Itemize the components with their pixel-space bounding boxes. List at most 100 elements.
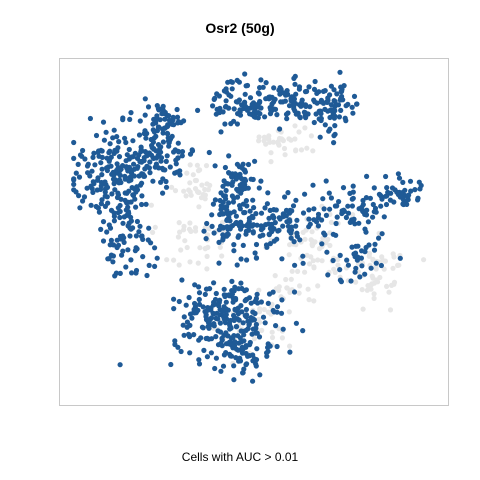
active-cell-point: [355, 243, 361, 249]
active-cell-point: [272, 220, 278, 226]
active-cell-point: [231, 343, 238, 349]
active-cell-point: [345, 203, 351, 209]
active-cell-point: [136, 132, 143, 138]
active-cell-point: [100, 238, 107, 244]
active-cell-point: [294, 217, 300, 223]
inactive-cell-point: [310, 148, 316, 154]
inactive-cell-point: [283, 276, 289, 283]
active-cell-point: [293, 223, 299, 229]
active-cell-point: [178, 348, 184, 355]
active-cell-point: [125, 223, 131, 229]
active-cell-point: [196, 296, 202, 303]
active-cell-point: [273, 323, 279, 329]
active-cell-point: [80, 147, 86, 154]
active-cell-point: [76, 193, 82, 199]
active-cell-point: [285, 223, 291, 229]
active-cell-point: [394, 189, 400, 195]
active-cell-point: [94, 187, 100, 193]
active-cell-point: [337, 69, 343, 75]
active-cell-point: [356, 206, 362, 212]
inactive-cell-point: [309, 229, 315, 235]
active-cell-point: [360, 197, 366, 204]
active-cell-point: [213, 290, 219, 297]
active-cell-point: [120, 220, 126, 226]
active-cell-point: [111, 172, 117, 178]
active-cell-point: [174, 169, 180, 175]
inactive-cell-point: [370, 275, 376, 281]
inactive-cell-point: [171, 257, 177, 263]
active-cell-point: [126, 178, 132, 184]
active-cell-point: [229, 278, 235, 284]
active-cell-point: [338, 95, 344, 101]
active-cell-point: [289, 94, 295, 100]
active-cell-point: [148, 136, 154, 143]
active-cell-point: [260, 232, 266, 238]
active-cell-point: [212, 197, 218, 203]
inactive-cell-point: [197, 245, 203, 251]
active-cell-point: [133, 204, 139, 210]
active-cell-point: [122, 135, 128, 141]
active-cell-point: [237, 221, 244, 227]
active-cell-point: [102, 179, 108, 185]
active-cell-point: [178, 120, 184, 126]
active-cell-point: [280, 223, 286, 229]
inactive-cell-point: [181, 227, 187, 233]
active-cell-point: [311, 206, 317, 212]
active-cell-point: [160, 190, 166, 196]
active-cell-point: [233, 324, 239, 330]
active-cell-point: [357, 274, 363, 280]
active-cell-point: [146, 262, 152, 268]
inactive-cell-point: [188, 192, 194, 198]
inactive-cell-point: [192, 225, 199, 231]
active-cell-point: [214, 91, 220, 97]
active-cell-point: [354, 101, 360, 107]
active-cell-point: [408, 188, 414, 194]
inactive-cell-point: [315, 257, 321, 263]
inactive-cell-point: [193, 177, 199, 184]
active-cell-point: [264, 201, 270, 207]
active-cell-point: [223, 306, 229, 312]
active-cell-point: [271, 226, 277, 232]
inactive-cell-point: [187, 162, 193, 168]
active-cell-point: [387, 197, 393, 203]
inactive-cell-point: [335, 256, 341, 262]
active-cell-point: [236, 233, 242, 239]
active-cell-point: [252, 250, 258, 256]
active-cell-point: [154, 255, 160, 261]
active-cell-point: [139, 233, 145, 239]
active-cell-point: [124, 190, 130, 196]
active-cell-point: [238, 280, 244, 286]
active-cell-point: [128, 199, 134, 205]
active-cell-point: [131, 166, 137, 172]
active-cell-point: [264, 353, 270, 359]
inactive-cell-point: [296, 290, 302, 296]
active-cell-point: [192, 282, 198, 288]
active-cell-point: [117, 362, 123, 368]
inactive-cell-point: [256, 134, 262, 140]
active-cell-point: [371, 185, 377, 191]
active-cell-point: [257, 372, 263, 378]
active-cell-point: [88, 202, 94, 208]
active-cell-point: [274, 309, 280, 315]
inactive-cell-point: [184, 170, 190, 176]
active-cell-point: [322, 106, 328, 112]
active-cell-point: [117, 172, 123, 178]
inactive-cell-point: [302, 125, 308, 131]
active-cell-point: [208, 350, 214, 356]
active-cell-point: [192, 300, 198, 307]
active-cell-point: [80, 198, 86, 204]
active-cell-point: [363, 195, 369, 201]
active-cell-point: [253, 211, 259, 217]
inactive-cell-point: [286, 252, 292, 258]
active-cell-point: [240, 320, 246, 326]
active-cell-point: [256, 334, 263, 340]
active-cell-point: [84, 163, 91, 169]
inactive-cell-point: [181, 188, 187, 194]
inactive-cell-point: [390, 265, 396, 271]
active-cell-point: [90, 189, 96, 195]
active-cell-point: [143, 135, 149, 141]
active-cell-point: [228, 79, 234, 85]
active-cell-point: [218, 129, 224, 135]
active-cell-point: [171, 122, 177, 128]
active-cell-point: [100, 219, 107, 225]
